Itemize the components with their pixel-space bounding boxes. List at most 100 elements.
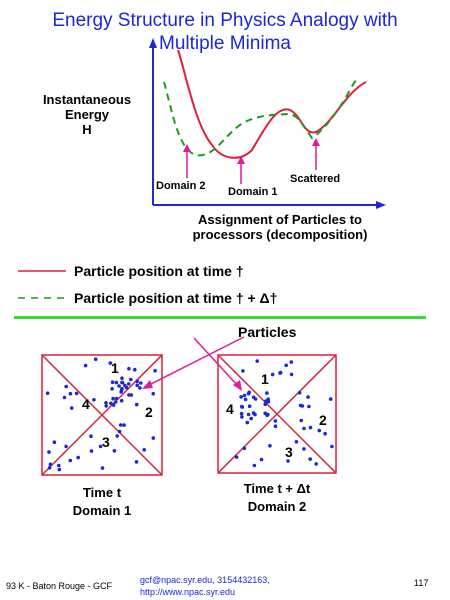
particle-dot [113, 400, 118, 404]
particle-dot [300, 404, 305, 408]
particle-dot [57, 467, 62, 472]
particle-dot [47, 450, 51, 454]
particle-dot [104, 404, 108, 408]
particle-dot [120, 376, 124, 381]
box1-particles [45, 357, 157, 472]
particles-arrow-box2 [193, 337, 239, 387]
particle-dot [64, 384, 68, 389]
particle-dot [240, 405, 245, 409]
particle-dot [126, 382, 131, 386]
particle-dot [289, 360, 294, 364]
particle-dot [62, 395, 67, 400]
particle-dot [323, 431, 327, 436]
particle-dot [112, 449, 117, 453]
particle-dot [308, 425, 313, 430]
particle-dot [307, 404, 311, 409]
particle-dot [284, 363, 289, 368]
particle-dot [129, 377, 133, 382]
x-axis-label: Assignment of Particles to processors (d… [192, 212, 368, 242]
particle-dot [265, 391, 269, 395]
particle-dot [93, 357, 98, 362]
particle-dot [273, 424, 278, 429]
particle-dot [242, 393, 247, 398]
slide-title-line1: Energy Structure in Physics Analogy with [52, 10, 398, 31]
particles-arrowhead-box2 [233, 380, 242, 391]
particle-dot [302, 447, 306, 451]
particle-dot [74, 391, 79, 396]
particle-dot [100, 466, 105, 470]
particle-dot [124, 385, 129, 390]
particle-dot [253, 412, 257, 417]
particle-dot [115, 434, 119, 438]
particle-dot [273, 419, 278, 423]
particle-dot [104, 401, 108, 405]
particle-dot [127, 366, 131, 371]
scattered-label: Scattered [290, 173, 341, 185]
particle-dot [133, 367, 137, 372]
particle-dot [52, 440, 57, 445]
legend-dashed-label: Particle position at time † + Δ† [74, 290, 278, 306]
particle-dot [297, 391, 302, 395]
particle-dot [139, 381, 143, 385]
particle-dot [255, 359, 259, 363]
particle-dot [76, 455, 80, 460]
box1-region-4: 4 [82, 396, 90, 412]
box1-frame [41, 354, 163, 476]
box2-diagonal-b [217, 354, 337, 474]
particle-dot [83, 363, 88, 368]
particle-dot [265, 413, 269, 418]
particle-dot [243, 397, 248, 402]
particle-dot [68, 458, 73, 463]
particle-dot [251, 395, 256, 400]
particle-dot [64, 444, 68, 449]
particle-dot [134, 460, 139, 464]
particle-dot [109, 401, 113, 406]
particles-arrow-box1 [146, 336, 245, 387]
particle-dot [317, 428, 322, 433]
particle-dot [278, 370, 283, 375]
box1-region-2: 2 [145, 404, 153, 420]
particle-dot [239, 411, 244, 416]
y-axis-arrowhead [149, 38, 157, 48]
particle-dot [289, 372, 294, 377]
box2-frame [217, 354, 337, 474]
box1-caption: Time t Domain 1 [72, 485, 132, 518]
legend-solid-label: Particle position at time † [74, 263, 244, 279]
particle-dot [252, 463, 257, 468]
particle-dot [151, 436, 156, 440]
particle-dot [48, 462, 53, 467]
page-number: 117 [414, 578, 429, 588]
particles-label: Particles [238, 324, 297, 340]
particle-dot [308, 457, 313, 461]
footer-left: 93 K - Baton Rouge - GCF [6, 581, 113, 591]
particle-dot [110, 380, 115, 385]
y-axis-label: Instantaneous Energy H [42, 92, 132, 137]
particle-dot [138, 386, 142, 390]
footer-email[interactable]: gcf@npac.syr.edu, 3154432163, [140, 575, 270, 585]
box2-region-4: 4 [226, 401, 234, 417]
footer-url[interactable]: http://www.npac.syr.edu [140, 587, 236, 597]
particle-dot [89, 434, 93, 439]
domain1-label: Domain 1 [228, 186, 278, 198]
particle-dot [239, 395, 243, 399]
particle-dot [302, 426, 306, 431]
particle-dot [117, 384, 121, 388]
particle-dot [270, 372, 275, 377]
particle-dot [151, 391, 155, 396]
particle-dot [135, 379, 139, 384]
particle-dot [328, 397, 333, 401]
particle-dot [259, 457, 264, 462]
particle-dot [306, 395, 310, 399]
particle-dot [114, 396, 119, 401]
particle-dot [127, 393, 131, 397]
particle-dot [249, 416, 253, 421]
particle-dot [245, 420, 250, 425]
particle-dot [264, 399, 268, 404]
particle-dot [110, 387, 114, 391]
particle-dot [89, 449, 94, 453]
energy-curve-time-t-plus-dt [163, 77, 359, 157]
particle-dot [134, 402, 139, 407]
particle-dot [57, 463, 61, 468]
particle-dot [314, 462, 319, 466]
particle-dot [234, 455, 239, 459]
